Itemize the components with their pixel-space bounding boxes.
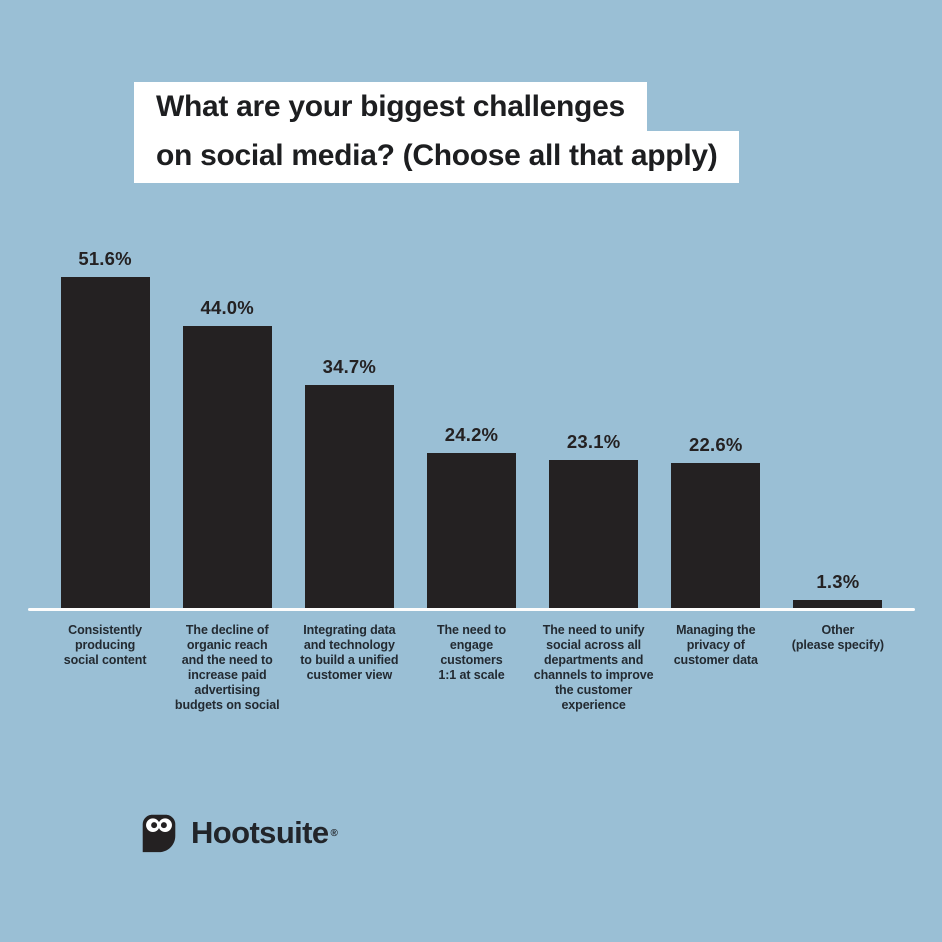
bar <box>304 385 394 608</box>
category-labels-row: Consistently producing social content Th… <box>44 623 899 714</box>
category-label-text: The decline of organic reach and the nee… <box>174 623 280 712</box>
bar-column: 51.6% <box>44 248 166 608</box>
bar-value-label: 1.3% <box>816 571 860 592</box>
category-label: Managing the privacy of customer data <box>655 623 777 714</box>
bar-column: 24.2% <box>410 424 532 608</box>
bar <box>426 453 516 608</box>
registered-trademark-symbol: ® <box>330 827 338 839</box>
category-label: Other (please specify) <box>777 623 899 714</box>
category-label: The need to unify social across all depa… <box>533 623 655 714</box>
bar-value-label: 51.6% <box>78 248 132 269</box>
bar-value-label: 23.1% <box>566 431 621 452</box>
bar-value-label: 22.6% <box>689 434 743 455</box>
bar <box>671 463 761 608</box>
chart-title-line-1: What are your biggest challenges <box>134 82 739 131</box>
bar-column: 1.3% <box>777 571 899 608</box>
hootsuite-wordmark: Hootsuite <box>191 815 329 850</box>
category-label-text: The need to unify social across all depa… <box>533 623 654 712</box>
bar <box>60 277 150 608</box>
hootsuite-owl-icon <box>142 814 176 853</box>
category-label-text: Consistently producing social content <box>63 623 147 667</box>
bar-chart-columns: 51.6% 44.0% 34.7% 24.2% 23.1% 22.6% 1.3% <box>44 0 899 608</box>
bar <box>182 326 272 608</box>
chart-title-line-2: on social media? (Choose all that apply) <box>134 131 740 183</box>
bar-column: 22.6% <box>655 434 777 608</box>
chart-title: What are your biggest challenges on soci… <box>134 82 740 183</box>
category-label: The decline of organic reach and the nee… <box>166 623 288 714</box>
bar-column: 44.0% <box>166 297 288 608</box>
bar-value-label: 34.7% <box>322 356 377 377</box>
category-label-text: Integrating data and technology to build… <box>300 623 399 682</box>
bar-value-label: 24.2% <box>444 424 499 445</box>
category-label: The need to engage customers 1:1 at scal… <box>410 623 532 714</box>
hootsuite-logo: Hootsuite ® <box>136 810 338 856</box>
bar <box>793 600 883 608</box>
bar <box>549 460 639 608</box>
category-label: Integrating data and technology to build… <box>288 623 410 714</box>
category-label-text: Managing the privacy of customer data <box>673 623 758 667</box>
bar-value-label: 44.0% <box>200 297 254 318</box>
category-label-text: The need to engage customers 1:1 at scal… <box>436 623 506 682</box>
category-label: Consistently producing social content <box>44 623 166 714</box>
bar-column: 34.7% <box>288 356 410 608</box>
category-label-text: Other (please specify) <box>791 623 884 652</box>
axis-line <box>28 608 915 611</box>
bar-column: 23.1% <box>533 431 655 608</box>
